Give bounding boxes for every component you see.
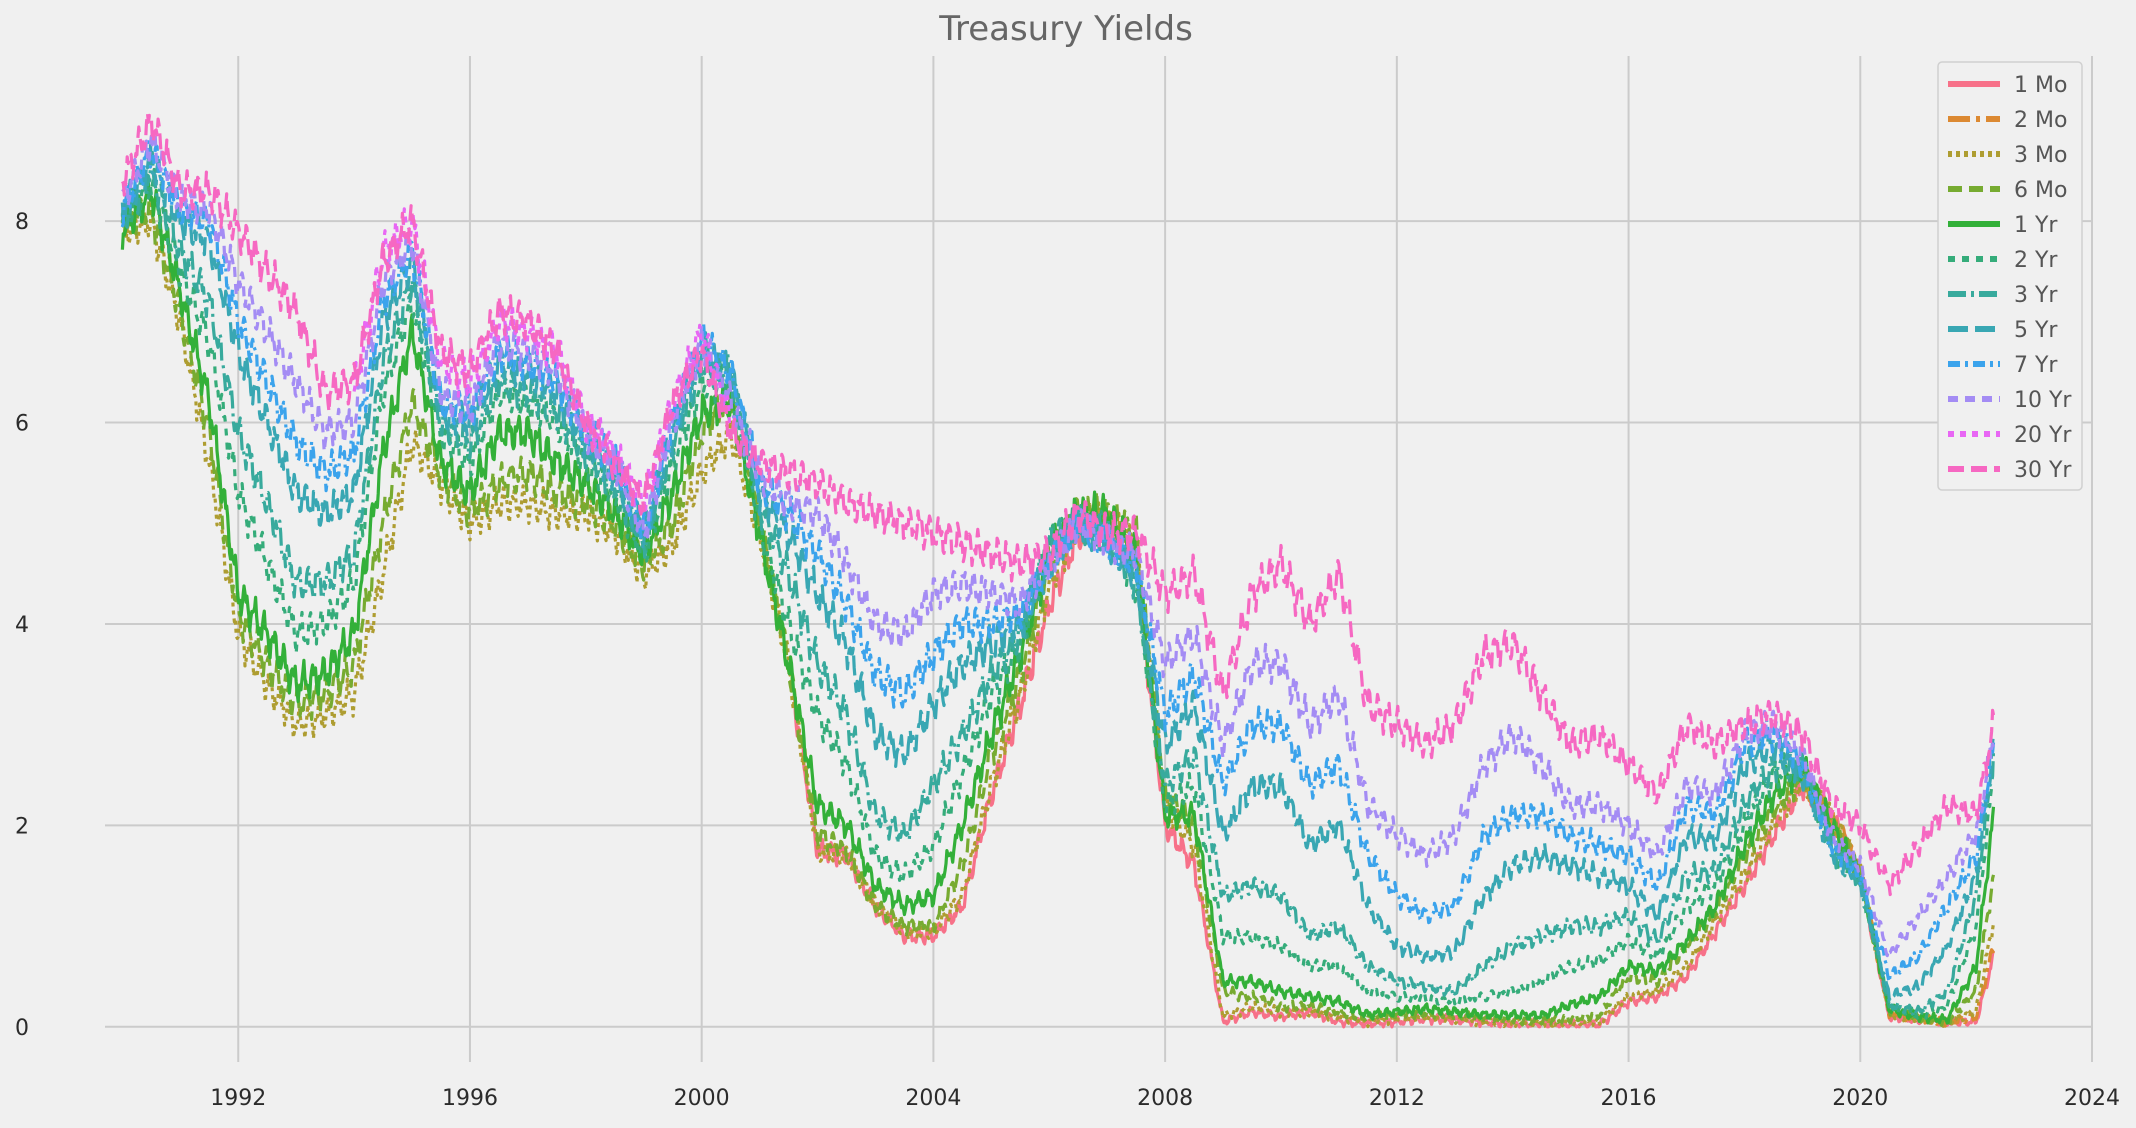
legend-label: 1 Mo [2014, 73, 2067, 98]
legend-label: 2 Yr [2014, 248, 2058, 273]
series-line-10-yr [121, 130, 1996, 958]
legend: 1 Mo 2 Mo 3 Mo 6 Mo 1 Yr 2 Yr 3 Yr 5 Yr 7 Yr 10 Y… [1937, 61, 2083, 491]
legend-label: 30 Yr [2014, 458, 2072, 483]
legend-label: 10 Yr [2014, 388, 2072, 413]
legend-label: 1 Yr [2014, 213, 2058, 238]
y-tick-label: 6 [15, 412, 29, 437]
y-tick-label: 4 [15, 613, 29, 638]
series-line-2-mo [1800, 767, 1995, 1028]
legend-label: 7 Yr [2014, 353, 2058, 378]
chart-title: Treasury Yields [938, 9, 1193, 49]
x-tick-label: 2004 [905, 1086, 961, 1111]
series-line-20-yr [352, 207, 733, 515]
legend-label: 3 Mo [2014, 143, 2067, 168]
y-tick-label: 2 [15, 814, 29, 839]
x-tick-label: 2008 [1137, 1086, 1193, 1111]
series-line-1-yr [120, 173, 1996, 1025]
legend-label: 20 Yr [2014, 423, 2072, 448]
x-tick-label: 2016 [1601, 1086, 1657, 1111]
legend-label: 6 Mo [2014, 178, 2067, 203]
x-tick-label: 2020 [1832, 1086, 1888, 1111]
x-tick-label: 2012 [1369, 1086, 1425, 1111]
legend-box [1937, 61, 2083, 491]
x-tick-label: 2024 [2064, 1086, 2120, 1111]
y-tick-label: 8 [15, 210, 29, 235]
x-tick-label: 1996 [442, 1086, 498, 1111]
grid-lines [105, 56, 2093, 1062]
y-tick-label: 0 [15, 1016, 29, 1041]
series-line-5-yr [120, 141, 1996, 1003]
series-line-3-mo [120, 202, 1996, 1029]
legend-label: 5 Yr [2014, 318, 2058, 343]
legend-label: 3 Yr [2014, 283, 2058, 308]
x-tick-label: 2000 [674, 1086, 730, 1111]
series-line-30-yr [121, 111, 1996, 897]
series-lines [120, 111, 1996, 1029]
legend-label: 2 Mo [2014, 108, 2067, 133]
series-line-2-yr [120, 167, 1995, 1020]
x-tick-label: 1992 [210, 1086, 266, 1111]
axis-tick-labels: 0 2 4 6 8 1992 1996 2000 2004 2008 2012 2016 2020 202… [15, 210, 2120, 1111]
